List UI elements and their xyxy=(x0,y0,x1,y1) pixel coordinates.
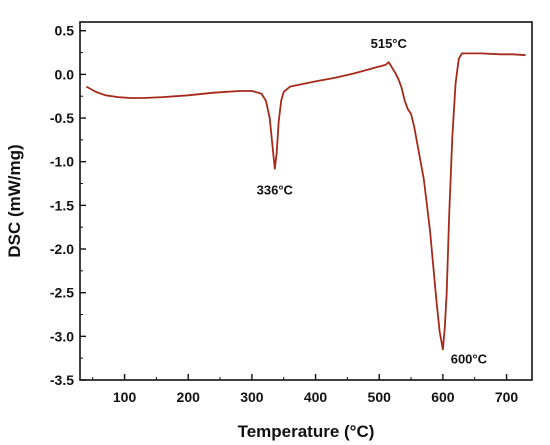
x-axis-ticks: 100 200 300 400 500 600 700 xyxy=(92,374,519,405)
dsc-curve xyxy=(85,52,526,351)
peak-annotations: 336°C 515°C 600°C xyxy=(257,36,488,366)
y-tick-label: -1.5 xyxy=(50,197,74,213)
plot-area xyxy=(85,52,526,351)
x-axis-title: Temperature (°C) xyxy=(238,422,375,441)
peak-annotation: 336°C xyxy=(257,183,294,198)
plot-frame xyxy=(79,21,533,381)
x-tick-label: 700 xyxy=(495,389,519,405)
x-tick-label: 400 xyxy=(304,389,328,405)
y-tick-label: 0.0 xyxy=(55,66,75,82)
x-tick-label: 500 xyxy=(368,389,392,405)
y-tick-label: -2.5 xyxy=(50,285,74,301)
y-tick-label: -3.5 xyxy=(50,372,74,388)
x-tick-label: 100 xyxy=(113,389,137,405)
y-tick-label: -2.0 xyxy=(50,241,74,257)
y-tick-label: -3.0 xyxy=(50,328,74,344)
peak-annotation: 515°C xyxy=(371,36,408,51)
y-axis-ticks: 0.5 0.0 -0.5 -1.0 -1.5 -2.0 -2.5 -3.0 -3.5 xyxy=(50,23,86,388)
peak-annotation: 600°C xyxy=(451,351,488,366)
x-tick-label: 300 xyxy=(240,389,264,405)
y-tick-label: 0.5 xyxy=(55,23,75,39)
y-tick-label: -1.0 xyxy=(50,154,74,170)
y-axis-title: DSC (mW/mg) xyxy=(5,144,24,257)
x-tick-label: 600 xyxy=(431,389,455,405)
x-tick-label: 200 xyxy=(177,389,201,405)
y-tick-label: -0.5 xyxy=(50,110,74,126)
